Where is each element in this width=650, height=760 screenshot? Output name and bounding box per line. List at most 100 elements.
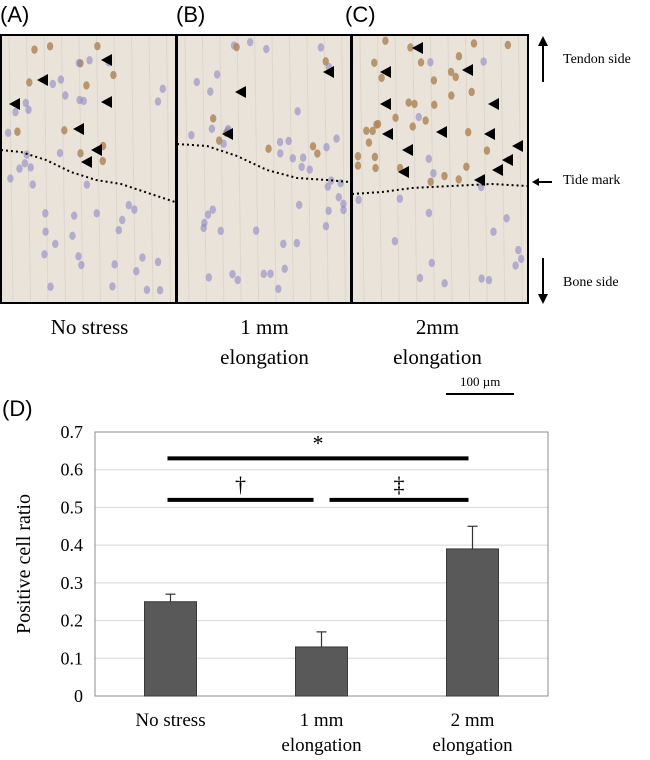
- caption-no-stress: No stress: [2, 312, 177, 342]
- y-tick-label: 0.5: [61, 497, 84, 517]
- negative-cell: [217, 226, 224, 236]
- tide-mark-line: [351, 182, 528, 195]
- tissue-fiber: [78, 35, 84, 303]
- negative-cell: [159, 84, 166, 93]
- chart-label-d: (D): [2, 396, 33, 421]
- positive-cell: [411, 99, 418, 109]
- positive-cell: [431, 100, 438, 110]
- arrowhead-marker: [502, 154, 513, 166]
- micrograph-panel-2: [176, 34, 352, 304]
- negative-cell: [517, 254, 525, 264]
- caption-no-stress-line1: No stress: [50, 315, 129, 339]
- negative-cell: [490, 227, 497, 236]
- positive-cell: [468, 87, 475, 97]
- negative-cell: [277, 149, 284, 158]
- arrowhead-marker: [9, 98, 20, 110]
- negative-cell: [441, 279, 448, 288]
- positive-cell: [31, 45, 38, 54]
- negative-cell: [281, 264, 288, 274]
- negative-cell: [57, 75, 65, 84]
- negative-cell: [52, 239, 59, 249]
- positive-cell: [407, 43, 414, 52]
- negative-cell: [109, 282, 116, 291]
- significance-symbol-2: †: [235, 472, 246, 497]
- arrowhead-marker: [235, 86, 246, 98]
- negative-cell: [267, 269, 274, 278]
- positive-cell: [382, 36, 389, 45]
- positive-cell: [365, 138, 373, 147]
- negative-cell: [133, 267, 140, 276]
- negative-cell: [7, 174, 14, 183]
- negative-cell: [263, 44, 270, 54]
- tissue-fiber: [341, 35, 347, 303]
- negative-cell: [293, 238, 301, 248]
- negative-cell: [21, 159, 28, 168]
- negative-cell: [355, 195, 362, 205]
- arrowhead-marker: [101, 54, 112, 66]
- tissue-fiber: [271, 35, 277, 303]
- positive-cell: [215, 136, 223, 145]
- x-category-label: elongation: [432, 735, 513, 756]
- tissue-fiber: [148, 35, 154, 303]
- negative-cell: [396, 194, 404, 203]
- x-category-label: 1 mm: [300, 710, 344, 731]
- positive-cell: [463, 162, 470, 171]
- negative-cell: [16, 164, 23, 173]
- positive-cell: [26, 78, 33, 87]
- negative-cell: [515, 245, 522, 255]
- tissue-fiber: [113, 35, 119, 303]
- bone-arrowhead: [538, 294, 548, 304]
- arrowhead-marker: [81, 156, 92, 168]
- negative-cell: [294, 107, 301, 116]
- positive-cell: [372, 163, 379, 173]
- negative-cell: [193, 77, 200, 87]
- tissue-fiber: [323, 35, 329, 303]
- negative-cell: [78, 260, 85, 270]
- arrowhead-marker: [73, 123, 84, 135]
- negative-cell: [289, 154, 297, 163]
- positive-cell: [447, 67, 455, 77]
- positive-cell: [99, 156, 106, 166]
- negative-cell: [229, 269, 236, 279]
- positive-cell: [77, 149, 84, 158]
- negative-cell: [246, 37, 254, 47]
- micrograph-border-3: [351, 34, 529, 304]
- positive-cell: [61, 126, 68, 135]
- significance-symbol-1: *: [313, 430, 324, 455]
- negative-cell: [201, 218, 208, 228]
- negative-cell: [42, 209, 49, 218]
- scale-bar: [446, 393, 514, 395]
- negative-cell: [69, 231, 76, 240]
- negative-cell: [156, 286, 164, 295]
- negative-cell: [430, 169, 437, 178]
- negative-cell: [208, 124, 216, 133]
- caption-1mm-line1: 1 mm: [240, 315, 289, 339]
- micrograph-panel-1: [0, 34, 177, 304]
- tissue-fiber: [482, 35, 488, 303]
- positive-cell: [354, 161, 362, 170]
- positive-cell: [371, 58, 378, 67]
- panel-label-b: (B): [176, 2, 206, 27]
- tissue-fiber: [8, 35, 14, 303]
- negative-cell: [324, 182, 332, 191]
- negative-cell: [131, 205, 138, 214]
- negative-cell: [125, 200, 133, 210]
- positive-cell: [422, 116, 429, 125]
- negative-cell: [416, 273, 424, 283]
- arrowhead-marker: [380, 66, 391, 78]
- arrowhead-marker: [474, 174, 485, 186]
- scale-bar-label: 100 µm: [460, 374, 501, 389]
- tissue-fiber: [236, 35, 242, 303]
- y-tick-label: 0.3: [61, 573, 84, 593]
- negative-cell: [86, 56, 93, 65]
- tissue-fiber: [288, 35, 294, 303]
- positive-cell: [483, 146, 491, 155]
- negative-cell: [317, 43, 325, 52]
- arrowhead-marker: [484, 128, 495, 140]
- negative-cell: [205, 273, 213, 282]
- negative-cell: [154, 97, 162, 106]
- negative-cell: [70, 211, 78, 220]
- arrowhead-marker: [462, 64, 473, 76]
- panel-label-a: (A): [0, 2, 30, 27]
- tide-mark-line: [0, 149, 176, 203]
